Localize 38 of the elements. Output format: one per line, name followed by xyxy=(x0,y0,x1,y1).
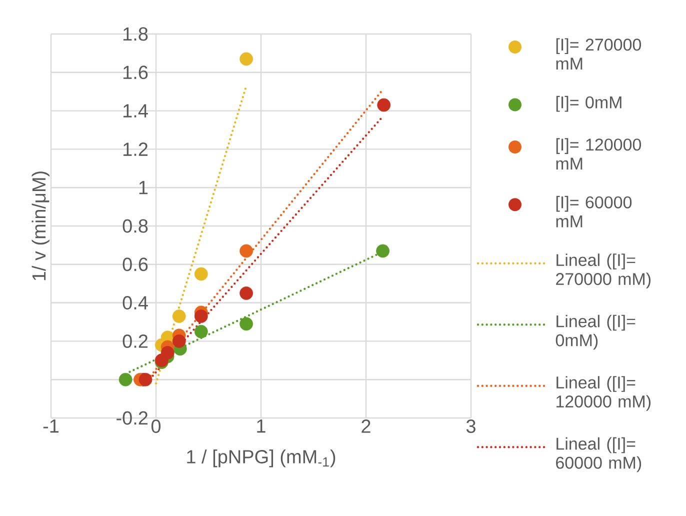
x-tick-label: 1 xyxy=(257,420,266,433)
legend-label: Lineal ([I]= 0mM) xyxy=(556,314,636,350)
point xyxy=(194,267,208,281)
point xyxy=(240,244,253,258)
y-tick-label: 1.4 xyxy=(124,104,148,118)
y-tick-label: -0.2 xyxy=(116,411,148,425)
y-tick-label: 1.2 xyxy=(124,142,148,156)
x-tick-label: 0 xyxy=(151,420,161,433)
y-tick-label: 0.8 xyxy=(122,219,148,233)
y-tick-label: 1.8 xyxy=(124,27,148,41)
y-axis-title: 1/ v (min/μM) xyxy=(32,172,50,280)
y-tick-label: 0.6 xyxy=(122,258,148,272)
y-tick-label: 1.6 xyxy=(124,66,148,80)
point xyxy=(172,310,186,323)
point xyxy=(194,324,208,338)
point xyxy=(160,346,174,360)
point xyxy=(376,244,390,258)
point xyxy=(240,317,253,331)
point xyxy=(172,334,186,348)
legend-label: [I]= 0mM xyxy=(556,96,622,112)
y-tick-label: 1 xyxy=(139,181,148,194)
legend-label: [I]= 270000 mM xyxy=(556,38,642,70)
x-axis-title: 1 / [pNPG] (mM$_{-1}$) xyxy=(187,450,336,468)
point xyxy=(377,98,391,112)
legend-label: [I]= 120000 mM xyxy=(556,138,642,170)
y-tick-label: 0.4 xyxy=(122,296,148,310)
legend-label: [I]= 60000 mM xyxy=(556,196,632,228)
x-tick-label: 2 xyxy=(362,420,370,433)
legend-label: Lineal ([I]= 120000 mM) xyxy=(556,376,651,411)
point xyxy=(118,372,132,386)
legend-label: Lineal ([I]= 270000 mM) xyxy=(556,254,651,288)
x-tick-label: -1 xyxy=(43,420,59,433)
legend-label: Lineal ([I]= 60000 mM) xyxy=(556,437,642,472)
x-tick-label: 3 xyxy=(466,420,476,433)
point xyxy=(240,286,253,300)
y-tick-label: 0.2 xyxy=(122,334,148,348)
point xyxy=(240,52,253,66)
point xyxy=(194,310,208,323)
